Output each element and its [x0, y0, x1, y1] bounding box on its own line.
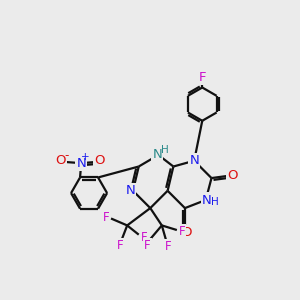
Text: N: N [189, 154, 199, 167]
Text: F: F [144, 238, 151, 252]
Text: F: F [140, 231, 147, 244]
Text: F: F [199, 71, 206, 84]
Text: F: F [103, 211, 109, 224]
Text: H: H [161, 145, 169, 155]
Text: O: O [56, 154, 66, 167]
Text: -: - [64, 149, 68, 162]
Text: F: F [165, 240, 172, 253]
Text: O: O [181, 226, 191, 239]
Text: N: N [76, 157, 86, 170]
Text: +: + [81, 152, 90, 162]
Text: N: N [152, 148, 162, 161]
Text: F: F [178, 225, 185, 238]
Text: N: N [202, 194, 212, 206]
Text: O: O [227, 169, 238, 182]
Text: O: O [94, 154, 105, 167]
Text: F: F [117, 238, 124, 252]
Text: N: N [125, 184, 135, 197]
Text: H: H [211, 197, 218, 207]
